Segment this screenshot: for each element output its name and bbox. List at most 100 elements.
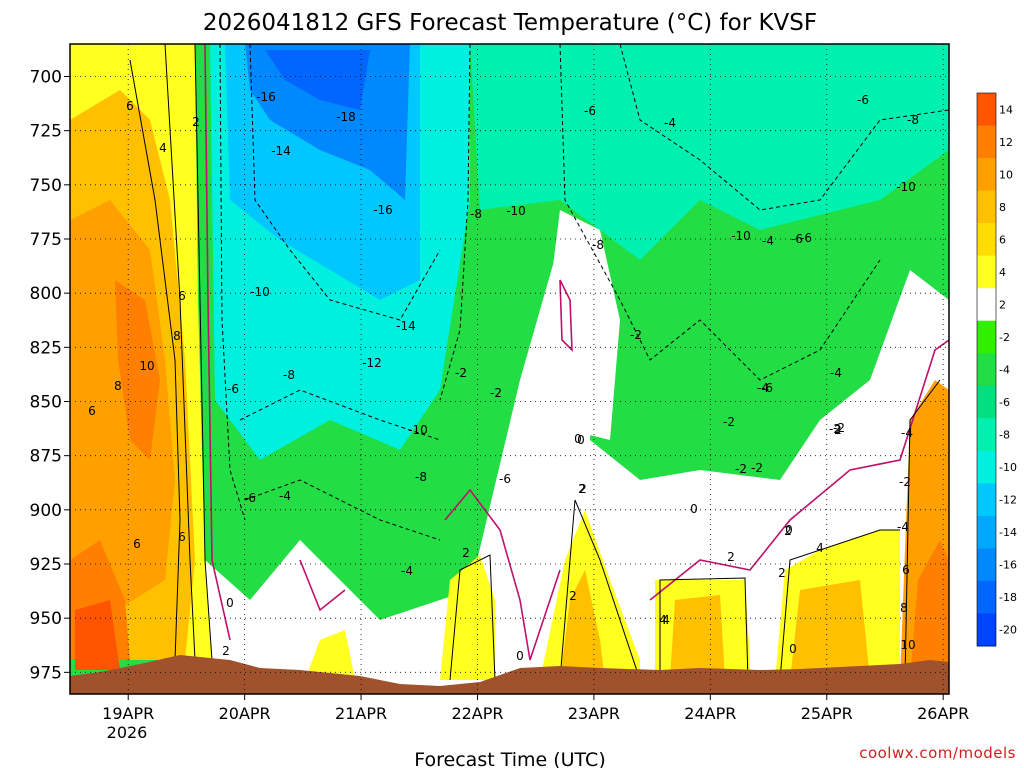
region-near-zero-2 — [545, 210, 620, 440]
zero-contour-2 — [559, 279, 949, 601]
contour-label: -6 — [800, 231, 812, 245]
x-year-label: 2026 — [107, 723, 148, 742]
contour-label: -2 — [833, 421, 845, 435]
x-tick-label: 25APR — [801, 704, 853, 723]
colorbar-label: -16 — [999, 559, 1017, 572]
contour-label: -4 — [279, 489, 291, 503]
y-tick-label: 725 — [30, 122, 62, 142]
contour-label: -4 — [664, 116, 676, 130]
colorbar: 14 12 10 8 6 4 2 -2 -4 -6 -8 -10 -12 -14 -16 -18 -20 — [976, 92, 1017, 647]
contour-label: 10 — [139, 359, 154, 373]
contour-label: 8 — [900, 601, 908, 615]
contour-label: 2 — [462, 546, 470, 560]
contour-label: -14 — [271, 144, 291, 158]
contour-label: 6 — [126, 99, 134, 113]
region-cold-deepblue — [265, 50, 370, 110]
contour-label: 2 — [578, 482, 586, 496]
colorbar-label: -10 — [999, 461, 1017, 474]
contour-label: 4 — [659, 613, 667, 627]
colorbar-swatch — [977, 353, 996, 387]
region-near-zero — [205, 240, 949, 694]
warm-patch-5 — [305, 630, 355, 680]
colorbar-frame — [976, 92, 997, 647]
warm-patch-orange-4 — [670, 595, 725, 680]
x-tick-label: 19APR — [102, 704, 154, 723]
contour-label: 2 — [784, 524, 792, 538]
contour-label: -6 — [791, 232, 803, 246]
colorbar-swatch — [977, 515, 996, 549]
colorbar-swatch — [977, 548, 996, 582]
warm-patch-orange-3 — [560, 570, 605, 680]
contour-label: -4 — [762, 234, 774, 248]
colorbar-swatch — [977, 613, 996, 647]
contour-label: -8 — [470, 207, 482, 221]
x-axis: 19APR 20APR 21APR 22APR 23APR 24APR 25APR 26APR — [102, 694, 969, 723]
contour-label: 2 — [579, 482, 587, 496]
negative-contours — [219, 44, 949, 541]
y-tick-label: 975 — [30, 663, 62, 683]
contour-label: -4 — [901, 426, 913, 440]
colorbar-label: -4 — [999, 364, 1010, 377]
contour-label: 0 — [690, 502, 698, 516]
colorbar-swatch — [977, 93, 996, 127]
contour-label: -2 — [751, 461, 763, 475]
contour-label: 8 — [173, 329, 181, 343]
contour-label: -6 — [227, 382, 239, 396]
contour-label: -6 — [499, 472, 511, 486]
colorbar-swatch — [977, 320, 996, 354]
x-tick-label: 26APR — [917, 704, 969, 723]
contour-label: -10 — [506, 204, 526, 218]
x-tick-label: 21APR — [335, 704, 387, 723]
contour-label: 6 — [902, 563, 910, 577]
colorbar-label: 12 — [999, 136, 1013, 149]
contour-label: 6 — [178, 530, 186, 544]
contour-label: -8 — [592, 238, 604, 252]
contour-label: 0 — [577, 433, 585, 447]
contour-label: 0 — [785, 523, 793, 537]
zero-contour-1 — [204, 44, 561, 661]
contour-label: -4 — [897, 520, 909, 534]
contour-label: -8 — [415, 470, 427, 484]
contour-label: -2 — [899, 475, 911, 489]
contour-label: -2 — [723, 415, 735, 429]
colorbar-label: -18 — [999, 591, 1017, 604]
y-tick-label: 950 — [30, 609, 62, 629]
y-tick-label: 750 — [30, 176, 62, 196]
chart-title: 2026041812 GFS Forecast Temperature (°C)… — [203, 10, 817, 36]
contour-label: 0 — [574, 432, 582, 446]
contour-label: 2 — [569, 589, 577, 603]
positive-contours — [129, 44, 941, 681]
warm-column-hot — [75, 600, 120, 670]
contour-label: -6 — [857, 93, 869, 107]
contour-label: -12 — [362, 356, 382, 370]
contour-label: -2 — [490, 386, 502, 400]
colorbar-label: -6 — [999, 396, 1010, 409]
x-tick-label: 22APR — [451, 704, 503, 723]
x-axis-title: Forecast Time (UTC) — [414, 749, 605, 768]
colorbar-swatch — [977, 418, 996, 452]
contour-label: -2 — [829, 422, 841, 436]
contour-label: 8 — [114, 379, 122, 393]
contour-label: 4 — [662, 613, 670, 627]
y-tick-label: 800 — [30, 284, 62, 304]
contour-label: -10 — [731, 229, 751, 243]
colorbar-swatch — [977, 385, 996, 419]
y-tick-label: 775 — [30, 230, 62, 250]
y-tick-label: 700 — [30, 68, 62, 88]
contour-label: 6 — [178, 289, 186, 303]
contour-label: -8 — [907, 113, 919, 127]
contour-label: 2 — [778, 566, 786, 580]
colorbar-label: -20 — [999, 624, 1017, 637]
contour-label: 4 — [159, 141, 167, 155]
contour-label: -16 — [373, 203, 393, 217]
contour-label: -10 — [408, 423, 428, 437]
plot-frame — [69, 43, 950, 695]
contour-label: -8 — [283, 368, 295, 382]
colorbar-label: -14 — [999, 526, 1017, 539]
x-tick-label: 23APR — [568, 704, 620, 723]
colorbar-label: 14 — [999, 103, 1013, 116]
colorbar-swatch — [977, 190, 996, 224]
